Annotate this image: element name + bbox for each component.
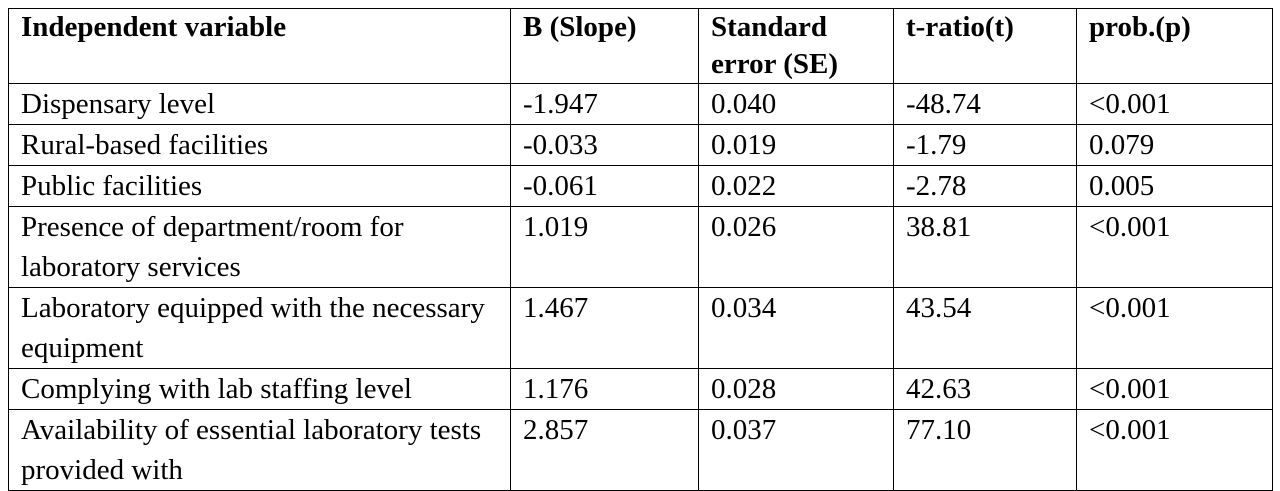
value-cell: 43.54	[893, 287, 1077, 369]
variable-cell: Complying with lab staffing level	[8, 368, 511, 410]
header-row: Independent variable B (Slope) Standard er…	[8, 8, 1273, 84]
value-cell: -0.033	[510, 124, 699, 166]
table-row: Presence of department/room for laborato…	[8, 206, 1273, 288]
value-cell: 0.022	[698, 165, 894, 207]
value-cell: 1.019	[510, 206, 699, 288]
value-cell: 38.81	[893, 206, 1077, 288]
value-cell: 42.63	[893, 368, 1077, 410]
value-cell: -1.947	[510, 83, 699, 125]
value-cell: 0.040	[698, 83, 894, 125]
value-cell: <0.001	[1076, 368, 1273, 410]
value-cell: <0.001	[1076, 287, 1273, 369]
value-cell: 0.005	[1076, 165, 1273, 207]
table-row: Availability of essential laboratory tes…	[8, 409, 1273, 491]
table-container: Independent variable B (Slope) Standard er…	[8, 8, 1273, 491]
value-cell: 0.034	[698, 287, 894, 369]
header-cell: Independent variable	[8, 8, 511, 84]
value-cell: 2.857	[510, 409, 699, 491]
value-cell: -1.79	[893, 124, 1077, 166]
value-cell: <0.001	[1076, 206, 1273, 288]
value-cell: 1.467	[510, 287, 699, 369]
variable-cell: Public facilities	[8, 165, 511, 207]
value-cell: 1.176	[510, 368, 699, 410]
value-cell: 0.026	[698, 206, 894, 288]
table-row: Laboratory equipped with the necessary e…	[8, 287, 1273, 369]
table-row: Public facilities -0.061 0.022 -2.78 0.005	[8, 165, 1273, 207]
value-cell: <0.001	[1076, 83, 1273, 125]
table-row: Complying with lab staffing level 1.176 0.…	[8, 368, 1273, 410]
value-cell: 77.10	[893, 409, 1077, 491]
value-cell: -2.78	[893, 165, 1077, 207]
variable-cell: Availability of essential laboratory tes…	[8, 409, 511, 491]
table-row: Dispensary level -1.947 0.040 -48.74 <0.001	[8, 83, 1273, 125]
header-cell: B (Slope)	[510, 8, 699, 84]
header-cell: Standard error (SE)	[698, 8, 894, 84]
variable-cell: Laboratory equipped with the necessary e…	[8, 287, 511, 369]
variable-cell: Presence of department/room for laborato…	[8, 206, 511, 288]
value-cell: <0.001	[1076, 409, 1273, 491]
regression-table: Independent variable B (Slope) Standard er…	[8, 8, 1273, 491]
value-cell: 0.028	[698, 368, 894, 410]
header-cell: prob.(p)	[1076, 8, 1273, 84]
value-cell: 0.079	[1076, 124, 1273, 166]
header-cell: t-ratio(t)	[893, 8, 1077, 84]
value-cell: -48.74	[893, 83, 1077, 125]
value-cell: 0.019	[698, 124, 894, 166]
variable-cell: Dispensary level	[8, 83, 511, 125]
variable-cell: Rural-based facilities	[8, 124, 511, 166]
table-row: Rural-based facilities -0.033 0.019 -1.79 0.…	[8, 124, 1273, 166]
value-cell: -0.061	[510, 165, 699, 207]
value-cell: 0.037	[698, 409, 894, 491]
